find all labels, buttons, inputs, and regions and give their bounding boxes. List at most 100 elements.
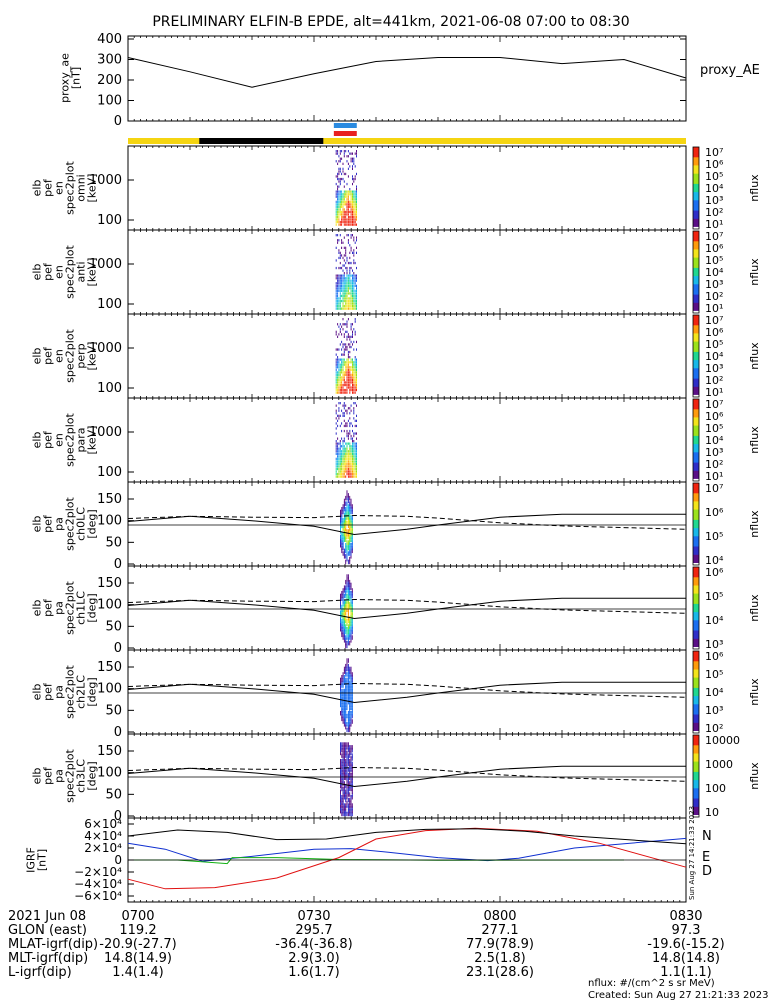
pa3-flux-cell bbox=[347, 786, 349, 792]
spec2-flux-cell bbox=[346, 376, 348, 379]
spec3-flux-cell bbox=[352, 455, 353, 458]
spec0-flux-cell bbox=[343, 152, 345, 155]
spec2-flux-cell bbox=[335, 368, 337, 371]
spec3-flux-cell bbox=[343, 445, 345, 448]
colorbar-7-cell bbox=[693, 741, 699, 744]
spec0-flux-cell bbox=[352, 193, 353, 196]
pa3-flux-cell bbox=[347, 742, 349, 747]
pa0-ylabel-line: pef bbox=[42, 514, 55, 533]
pa1-flux-cell bbox=[340, 618, 341, 624]
spec0-flux-cell bbox=[338, 223, 340, 226]
pa3-flux-cell bbox=[350, 775, 352, 781]
pa0-flux-cell bbox=[350, 545, 352, 551]
pa3-flux-cell bbox=[349, 759, 351, 764]
pa0-flux-cell bbox=[346, 493, 348, 498]
colorbar-4-tick: 10⁶ bbox=[705, 506, 724, 519]
pa0-flux-cell bbox=[345, 515, 347, 520]
spec2-flux-cell bbox=[338, 368, 340, 371]
pa1-flux-cell bbox=[351, 607, 353, 613]
spec2-flux-cell bbox=[356, 348, 357, 351]
igrf-ytick-label: 0 bbox=[114, 853, 122, 867]
xaxis-row-label: L-igrf(dip) bbox=[8, 965, 72, 980]
colorbar-5-tick: 10⁵ bbox=[705, 590, 723, 603]
spec0-flux-cell bbox=[342, 200, 344, 203]
colorbar-5-cell bbox=[693, 618, 699, 621]
pa0-flux-cell bbox=[345, 529, 347, 534]
spec0-flux-cell bbox=[353, 200, 355, 203]
spec1-flux-cell bbox=[350, 287, 352, 290]
spec0-flux-cell bbox=[347, 190, 349, 193]
spec3-flux-cell bbox=[338, 417, 340, 420]
pa1-flux-cell bbox=[341, 591, 343, 596]
colorbar-4-cell bbox=[693, 513, 699, 517]
spec3-flux-cell bbox=[335, 457, 337, 460]
pa3-flux-cell bbox=[343, 781, 345, 786]
pa1-flux-cell bbox=[340, 593, 341, 599]
colorbar-2-cell bbox=[693, 366, 699, 369]
colorbar-4-cell bbox=[693, 524, 699, 527]
colorbar-2-cell bbox=[693, 362, 699, 365]
spec2-flux-cell bbox=[349, 368, 351, 371]
spec2-flux-cell bbox=[356, 358, 357, 361]
spec3-flux-cell bbox=[346, 442, 348, 445]
spec3-flux-cell bbox=[342, 452, 344, 455]
spec0-flux-cell bbox=[345, 195, 347, 198]
spec0-flux-cell bbox=[338, 185, 340, 188]
pa3-flux-cell bbox=[349, 770, 351, 775]
colorbar-3-cell bbox=[693, 466, 699, 470]
spec1-flux-cell bbox=[353, 292, 355, 295]
spec2-flux-cell bbox=[338, 358, 340, 361]
colorbar-7-cell bbox=[693, 755, 699, 759]
spec1-flux-cell bbox=[345, 302, 347, 305]
pa0-flux-cell bbox=[343, 534, 345, 540]
spec3-flux-cell bbox=[342, 457, 344, 460]
spec2-flux-cell bbox=[349, 381, 351, 384]
spec3-flux-cell bbox=[349, 455, 351, 458]
spec3-flux-cell bbox=[353, 409, 355, 412]
spec3-flux-cell bbox=[356, 442, 357, 445]
pa1-flux-cell bbox=[340, 624, 341, 629]
spec3-flux-cell bbox=[343, 465, 345, 468]
spec3-flux-cell bbox=[335, 404, 337, 407]
spec3-flux-cell bbox=[347, 437, 349, 440]
spec2-flux-cell bbox=[354, 318, 356, 321]
spec0-flux-cell bbox=[347, 162, 349, 165]
pa0-flux-cell bbox=[343, 520, 345, 526]
pa3-flux-cell bbox=[351, 789, 353, 794]
pa2-flux-cell bbox=[350, 669, 352, 674]
spec0-flux-cell bbox=[339, 195, 341, 198]
spec1-flux-cell bbox=[352, 287, 353, 290]
spec3-flux-cell bbox=[346, 429, 348, 433]
pa0-flux-cell bbox=[345, 512, 347, 517]
pa3-flux-cell bbox=[351, 786, 353, 792]
spec2-flux-cell bbox=[349, 361, 351, 364]
spec2-flux-cell bbox=[352, 323, 353, 326]
spec1-flux-cell bbox=[349, 272, 351, 275]
pa2-flux-cell bbox=[351, 680, 353, 685]
spec2-ytick-label: 1000 bbox=[89, 341, 122, 356]
spec2-flux-cell bbox=[337, 381, 339, 384]
pa2-flux-cell bbox=[351, 694, 353, 699]
pa2-flux-cell bbox=[349, 724, 351, 730]
spec3-flux-cell bbox=[347, 452, 349, 455]
spec2-flux-cell bbox=[343, 333, 345, 336]
colorbar-0-cell bbox=[693, 179, 699, 183]
pa0-flux-cell bbox=[349, 520, 351, 526]
spec1-flux-cell bbox=[339, 287, 341, 290]
spec2-flux-cell bbox=[338, 373, 340, 376]
spec0-flux-cell bbox=[346, 190, 348, 193]
pa1-flux-cell bbox=[346, 621, 348, 626]
igrf-series-D bbox=[127, 827, 687, 890]
pa3-flux-cell bbox=[350, 759, 352, 764]
colorbar-0-cell bbox=[693, 177, 699, 181]
pa2-flux-cell bbox=[346, 691, 348, 697]
pa2-flux-cell bbox=[341, 716, 343, 722]
spec1-flux-cell bbox=[342, 274, 344, 277]
colorbar-4-cell bbox=[693, 526, 699, 529]
spec0-flux-cell bbox=[354, 208, 356, 211]
spec0-flux-cell bbox=[352, 160, 353, 163]
colorbar-1-cell bbox=[693, 259, 699, 263]
pa3-flux-cell bbox=[342, 775, 344, 781]
colorbar-6-cell bbox=[693, 651, 699, 654]
spec1-ytick-label: 100 bbox=[97, 297, 122, 312]
